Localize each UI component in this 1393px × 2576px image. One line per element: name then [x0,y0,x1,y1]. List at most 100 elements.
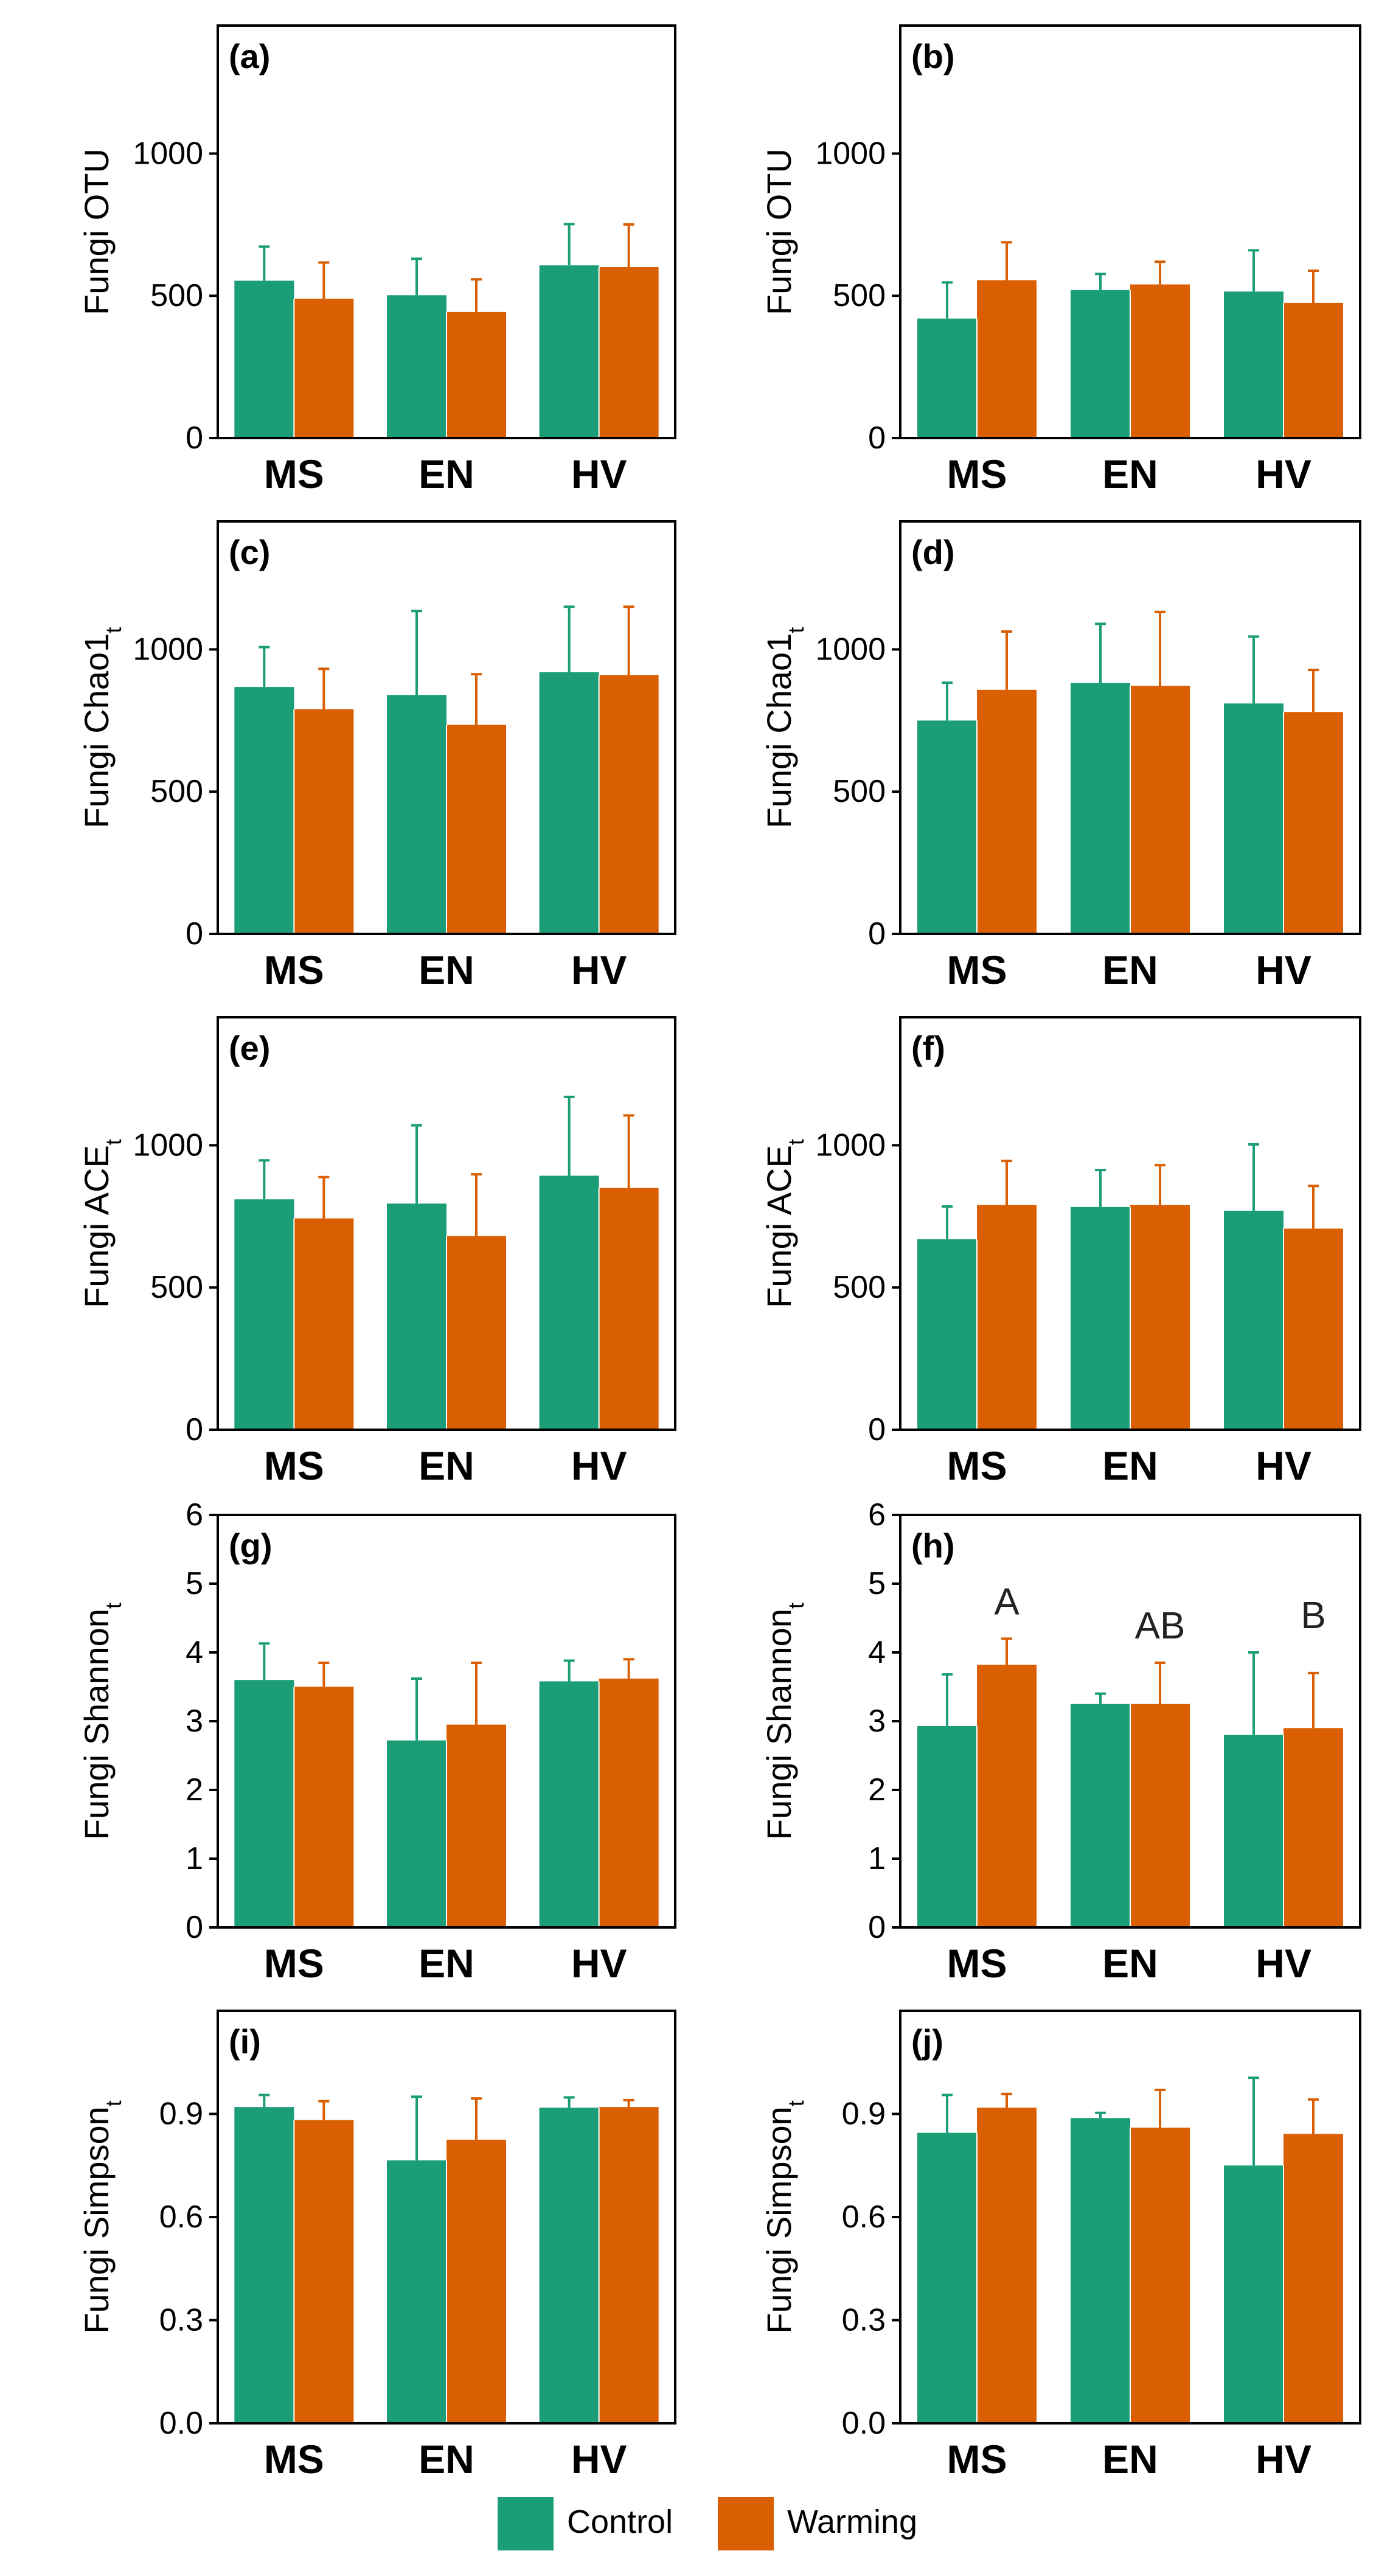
y-tick-label-e-0: 0 [186,1412,203,1447]
panel-frame-e [217,1016,676,1431]
y-axis-title-e: Fungi ACEt [77,1139,126,1308]
bar-c-EN-control [387,695,446,934]
bar-d-HV-control [1224,703,1284,934]
y-tick-label-g-4: 4 [186,1635,203,1670]
panel-frame-d [899,520,1361,935]
bar-g-MS-control [234,1680,294,1927]
x-tick-label-d-MS: MS [947,947,1007,992]
bar-i-EN-control [387,2160,446,2423]
panel-label-c: (c) [229,533,270,571]
y-tick-label-f-1: 500 [833,1270,886,1305]
y-tick-label-j-1: 0.3 [842,2303,886,2338]
bar-g-EN-warming [446,1724,506,1927]
y-tick-label-j-2: 0.6 [842,2199,886,2235]
y-tick-label-f-2: 1000 [815,1127,886,1163]
chart-panel-b: 0 500 1000 Fungi OTU MS EN HV (b) [760,24,1361,496]
bar-j-MS-control [917,2132,977,2423]
bar-b-HV-control [1224,291,1284,438]
panel-label-a: (a) [229,37,270,75]
bar-a-HV-control [539,265,599,438]
y-axis-title-sub-c: t [101,627,126,633]
bar-b-EN-warming [1130,284,1190,438]
x-tick-label-f-MS: MS [947,1443,1007,1488]
y-tick-label-g-5: 5 [186,1566,203,1601]
significance-label-h-EN: AB [1135,1605,1186,1647]
bar-a-MS-warming [294,298,354,438]
y-axis-title-sub-h: t [783,1603,808,1609]
bar-d-HV-warming [1284,712,1343,934]
bar-f-EN-control [1071,1206,1130,1430]
significance-label-h-MS: A [994,1581,1020,1623]
panel-frame-c [217,520,676,935]
bar-b-HV-warming [1284,302,1343,438]
x-tick-label-i-MS: MS [264,2437,324,2482]
x-tick-label-h-EN: EN [1102,1941,1158,1986]
y-tick-label-c-2: 1000 [133,632,203,667]
x-tick-label-a-MS: MS [264,451,324,496]
y-tick-label-i-1: 0.3 [159,2303,203,2338]
y-axis-title-sub-d: t [783,627,808,633]
bar-a-HV-warming [599,266,659,438]
bar-j-HV-control [1224,2165,1284,2423]
x-tick-label-i-EN: EN [419,2437,474,2482]
x-tick-label-i-HV: HV [571,2437,627,2482]
x-tick-label-b-HV: HV [1256,451,1311,496]
x-tick-label-a-EN: EN [419,451,474,496]
x-tick-label-d-HV: HV [1256,947,1311,992]
y-tick-label-j-0: 0.0 [842,2406,886,2441]
y-tick-label-g-6: 6 [186,1497,203,1533]
legend-swatch-control [498,2497,554,2550]
y-tick-label-g-0: 0 [186,1910,203,1945]
bar-j-MS-warming [977,2108,1037,2423]
y-tick-label-b-1: 500 [833,278,886,313]
panel-frame-g [217,1514,676,1929]
x-tick-label-b-MS: MS [947,451,1007,496]
y-axis-title-main-g: Fungi Shannon [77,1609,116,1840]
chart-panel-g: 0 1 2 3 4 5 6 Fungi Shannont MS EN HV (g) [77,1497,676,1986]
x-tick-label-g-MS: MS [264,1941,324,1986]
y-axis-title-sub-j: t [783,2100,808,2106]
legend: Control Warming [498,2497,917,2550]
bar-f-MS-warming [977,1205,1037,1430]
y-axis-title-g: Fungi Shannont [77,1603,126,1840]
x-tick-label-c-HV: HV [571,947,627,992]
y-axis-title-f: Fungi ACEt [760,1139,808,1308]
x-tick-label-j-EN: EN [1102,2437,1158,2482]
bar-e-EN-control [387,1203,446,1430]
x-tick-label-c-EN: EN [419,947,474,992]
significance-label-h-HV: B [1301,1595,1325,1637]
chart-panel-j: 0.0 0.3 0.6 0.9 Fungi Simpsont MS EN HV (j) [760,2010,1361,2482]
panel-label-d: (d) [911,533,955,571]
bar-c-MS-control [234,687,294,934]
x-tick-label-g-HV: HV [571,1941,627,1986]
y-axis-title-main-a: Fungi OTU [77,148,116,315]
bar-c-EN-warming [446,725,506,934]
y-tick-label-g-2: 2 [186,1772,203,1808]
y-axis-title-sub-f: t [783,1139,808,1145]
x-tick-label-c-MS: MS [264,947,324,992]
panel-label-f: (f) [911,1029,945,1067]
y-tick-label-h-1: 1 [868,1841,886,1876]
chart-panel-i: 0.0 0.3 0.6 0.9 Fungi Simpsont MS EN HV (i) [77,2010,676,2482]
bar-h-MS-control [917,1725,977,1927]
y-axis-title-d: Fungi Chao1t [760,627,808,829]
y-tick-label-c-1: 500 [150,774,203,809]
bar-c-HV-warming [599,675,659,934]
bar-d-EN-warming [1130,686,1190,934]
legend-swatch-warming [718,2497,774,2550]
bar-f-MS-control [917,1239,977,1430]
panel-label-i: (i) [229,2022,261,2061]
panel-frame-j [899,2010,1361,2425]
y-tick-label-a-1: 500 [150,278,203,313]
bar-e-HV-warming [599,1188,659,1430]
bar-g-EN-control [387,1740,446,1927]
y-axis-title-main-b: Fungi OTU [760,148,798,315]
y-tick-label-d-2: 1000 [815,632,886,667]
y-tick-label-e-1: 500 [150,1270,203,1305]
bar-j-EN-warming [1130,2128,1190,2423]
bar-f-EN-warming [1130,1205,1190,1430]
